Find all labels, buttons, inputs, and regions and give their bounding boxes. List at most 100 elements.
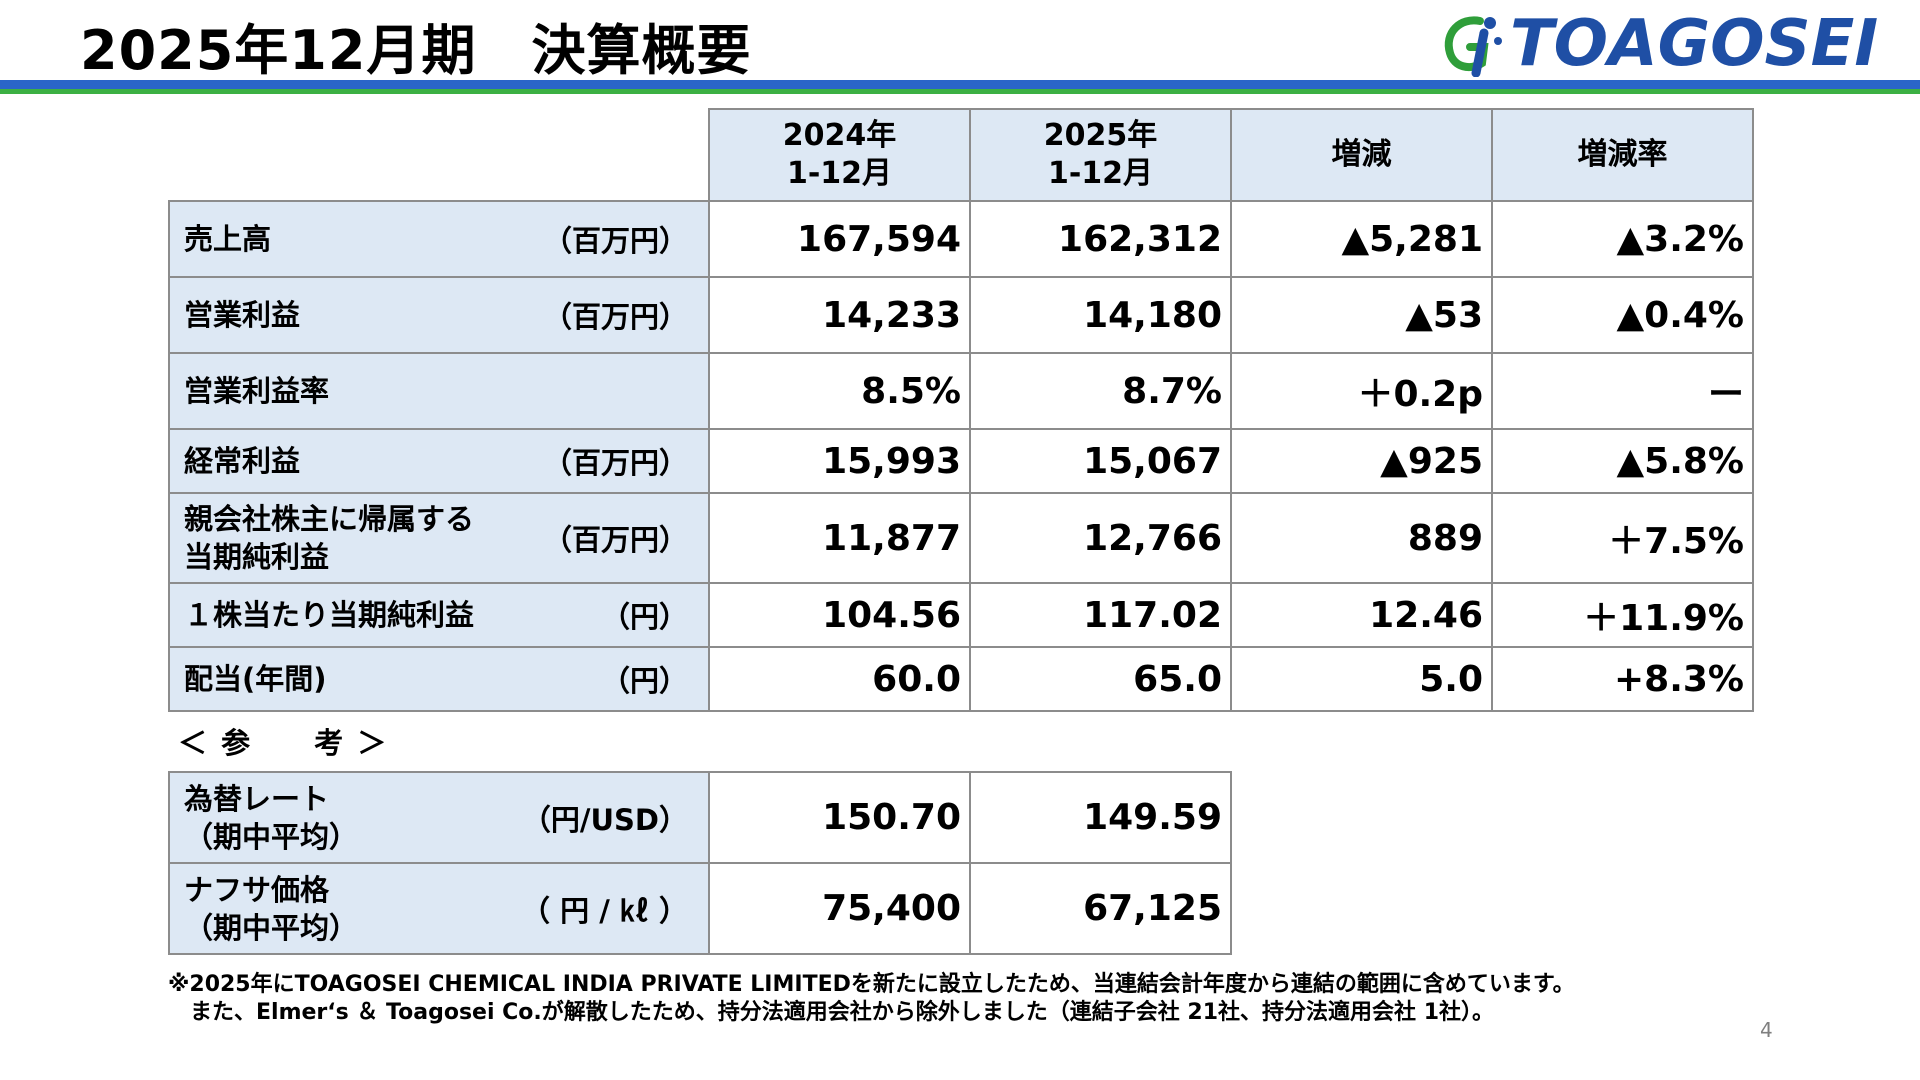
reference-value-cell: 150.70 <box>708 771 971 864</box>
row-label-cell: １株当たり当期純利益 （円） <box>168 582 710 648</box>
row-label-cell: 為替レート （期中平均） （円/USD） <box>168 771 710 864</box>
value-cell: 167,594 <box>708 200 971 278</box>
value-cell: 65.0 <box>969 646 1232 712</box>
results-table: 2024年 1-12月 2025年 1-12月 増減 増減率 売上高 （百万円） 167,594… <box>168 108 1754 712</box>
column-header: 増減率 <box>1491 108 1754 202</box>
row-label-line: 営業利益率 <box>184 374 330 408</box>
value-cell: 889 <box>1230 492 1493 584</box>
row-unit: （ 円 / ㎘ ） <box>521 893 688 928</box>
table-row: 配当(年間) （円） 60.0 65.0 5.0 +8.3% <box>168 646 1754 712</box>
table-row: 売上高 （百万円） 167,594 162,312 ▲5,281 ▲3.2% <box>168 200 1754 278</box>
value-cell: ▲3.2% <box>1491 200 1754 278</box>
row-label-cell: 経常利益 （百万円） <box>168 428 710 494</box>
value-cell: +8.3% <box>1491 646 1754 712</box>
row-label-line: 配当(年間) <box>184 662 327 696</box>
footnote-line-1: ※2025年にTOAGOSEI CHEMICAL INDIA PRIVATE L… <box>168 972 1575 997</box>
column-header: 2025年 1-12月 <box>969 108 1232 202</box>
logo-text: TOAGOSEI <box>1510 7 1879 81</box>
row-label: 営業利益率 <box>184 372 329 410</box>
table-row: 経常利益 （百万円） 15,993 15,067 ▲925 ▲5.8% <box>168 428 1754 494</box>
row-label: 売上高 <box>184 220 271 258</box>
reference-table: 為替レート （期中平均） （円/USD） 150.70 149.59 ナフサ価格 （期中平均… <box>168 771 1232 955</box>
value-cell: ー <box>1491 352 1754 430</box>
value-cell: 104.56 <box>708 582 971 648</box>
reference-value-cell: 149.59 <box>969 771 1232 864</box>
row-unit: （百万円） <box>542 446 688 480</box>
value-cell: 5.0 <box>1230 646 1493 712</box>
reference-value-cell: 67,125 <box>969 862 1232 955</box>
company-logo: TOAGOSEI <box>1440 7 1910 81</box>
value-cell: ▲5,281 <box>1230 200 1493 278</box>
column-header: 増減 <box>1230 108 1493 202</box>
row-label: 為替レート （期中平均） <box>184 780 358 856</box>
value-cell: 14,180 <box>969 276 1232 354</box>
row-label-line: 親会社株主に帰属する <box>184 502 475 536</box>
column-header-line: 1-12月 <box>786 156 893 191</box>
reference-heading: ＜ 参 考 ＞ <box>178 726 389 760</box>
row-label-line: １株当たり当期純利益 <box>184 598 475 632</box>
row-label: ナフサ価格 （期中平均） <box>184 871 358 947</box>
value-cell: 8.7% <box>969 352 1232 430</box>
row-unit: （円） <box>600 664 688 698</box>
table-row: 親会社株主に帰属する 当期純利益 （百万円） 11,877 12,766 889 ＋7.5% <box>168 492 1754 584</box>
row-label-line: 当期純利益 <box>184 540 330 574</box>
value-cell: 11,877 <box>708 492 971 584</box>
row-unit: （百万円） <box>542 523 688 557</box>
table-row: １株当たり当期純利益 （円） 104.56 117.02 12.46 ＋11.9% <box>168 582 1754 648</box>
column-header: 2024年 1-12月 <box>708 108 971 202</box>
column-header-line: 2025年 <box>1043 118 1158 153</box>
value-cell: 8.5% <box>708 352 971 430</box>
row-label-line: 為替レート <box>184 781 330 816</box>
value-cell: 60.0 <box>708 646 971 712</box>
row-label: 経常利益 <box>184 442 300 480</box>
value-cell: ＋0.2p <box>1230 352 1493 430</box>
footnote-line-2: また、Elmer‘s ＆ Toagosei Co.が解散したため、持分法適用会社… <box>168 1000 1495 1025</box>
row-label: 親会社株主に帰属する 当期純利益 <box>184 500 474 576</box>
value-cell: ▲53 <box>1230 276 1493 354</box>
page-number: 4 <box>1760 1018 1773 1042</box>
column-header-line: 1-12月 <box>1047 156 1154 191</box>
value-cell: ▲5.8% <box>1491 428 1754 494</box>
value-cell: 15,993 <box>708 428 971 494</box>
row-label: １株当たり当期純利益 <box>184 596 474 634</box>
row-label: 配当(年間) <box>184 660 327 698</box>
page-title: 2025年12月期 決算概要 <box>80 19 752 82</box>
row-unit: （百万円） <box>542 300 688 334</box>
row-label-line: （期中平均） <box>184 819 359 854</box>
value-cell: 117.02 <box>969 582 1232 648</box>
row-label-line: （期中平均） <box>184 910 359 945</box>
row-label-cell: ナフサ価格 （期中平均） （ 円 / ㎘ ） <box>168 862 710 955</box>
table-row: 営業利益 （百万円） 14,233 14,180 ▲53 ▲0.4% <box>168 276 1754 354</box>
table-row: 営業利益率 8.5% 8.7% ＋0.2p ー <box>168 352 1754 430</box>
row-label-line: ナフサ価格 <box>184 872 330 907</box>
row-label-cell: 営業利益率 <box>168 352 710 430</box>
value-cell: 12,766 <box>969 492 1232 584</box>
row-label-cell: 親会社株主に帰属する 当期純利益 （百万円） <box>168 492 710 584</box>
value-cell: 12.46 <box>1230 582 1493 648</box>
value-cell: ＋11.9% <box>1491 582 1754 648</box>
header-rule-green <box>0 89 1920 94</box>
row-unit: （円/USD） <box>521 802 688 837</box>
column-header-line: 増減率 <box>1577 137 1668 172</box>
value-cell: 162,312 <box>969 200 1232 278</box>
value-cell: ▲925 <box>1230 428 1493 494</box>
row-label-line: 経常利益 <box>184 444 301 478</box>
column-header-line: 2024年 <box>782 118 897 153</box>
toagosei-logo-mark-icon <box>1444 16 1502 77</box>
value-cell: 14,233 <box>708 276 971 354</box>
column-header-line: 増減 <box>1331 137 1392 172</box>
row-label-cell: 配当(年間) （円） <box>168 646 710 712</box>
row-label-cell: 営業利益 （百万円） <box>168 276 710 354</box>
reference-row: 為替レート （期中平均） （円/USD） 150.70 149.59 <box>168 771 1232 864</box>
header-blank-cell <box>169 109 709 201</box>
value-cell: 15,067 <box>969 428 1232 494</box>
header-row: 2024年 1-12月 2025年 1-12月 増減 増減率 <box>169 108 1754 202</box>
row-label-cell: 売上高 （百万円） <box>168 200 710 278</box>
row-unit: （百万円） <box>542 224 688 258</box>
reference-row: ナフサ価格 （期中平均） （ 円 / ㎘ ） 75,400 67,125 <box>168 862 1232 955</box>
row-label-line: 営業利益 <box>184 298 301 332</box>
row-label-line: 売上高 <box>184 222 272 256</box>
value-cell: ＋7.5% <box>1491 492 1754 584</box>
value-cell: ▲0.4% <box>1491 276 1754 354</box>
reference-value-cell: 75,400 <box>708 862 971 955</box>
